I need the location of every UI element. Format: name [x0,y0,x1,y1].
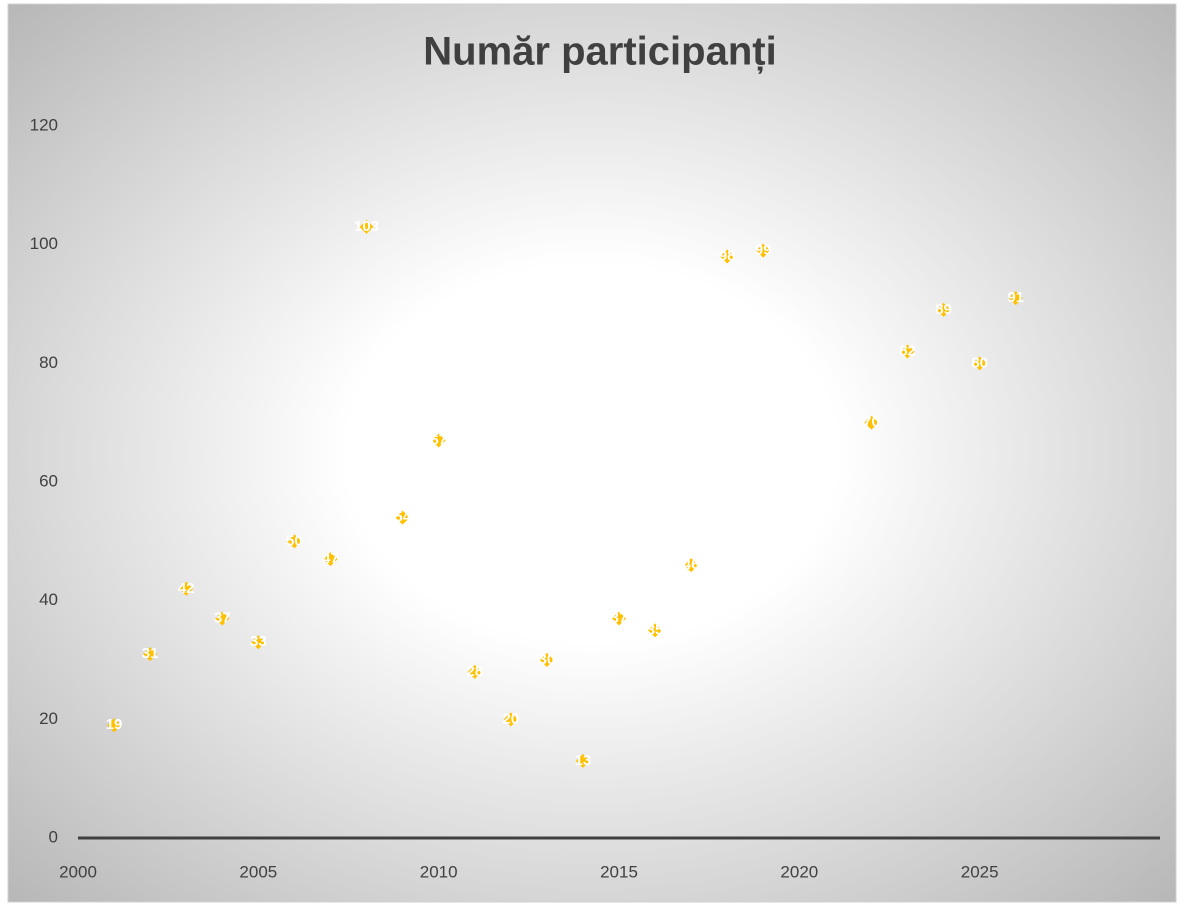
marker [359,219,374,234]
data-label: 19 [106,716,123,733]
data-label: 70 [863,414,880,431]
x-tick-label: 2010 [420,862,458,881]
data-label: 30 [539,651,556,668]
marker [143,647,158,662]
marker [972,356,987,371]
data-label: 46 [683,556,700,573]
y-tick-label: 60 [39,471,58,490]
data-label: 35 [647,621,664,638]
y-tick-label: 20 [39,709,58,728]
marker [179,581,194,596]
y-tick-label: 80 [39,353,58,372]
data-label: 54 [394,509,411,526]
marker [431,433,446,448]
marker [612,611,626,626]
data-label: 98 [719,248,736,265]
x-tick-label: 2020 [780,862,818,881]
marker [720,249,735,264]
data-label: 42 [178,580,195,597]
x-tick-label: 2000 [59,862,97,881]
chart-title: Număr participanți [423,30,776,74]
data-label: 103 [354,218,379,235]
x-tick-label: 2015 [600,862,638,881]
marker [107,718,122,733]
data-label: 99 [755,242,772,259]
data-label: 37 [214,609,231,626]
marker [684,558,699,573]
marker [575,753,590,768]
data-label: 33 [250,633,267,650]
marker [864,415,879,430]
marker [395,510,410,525]
data-label: 37 [611,609,628,626]
marker [323,552,338,567]
marker [1008,291,1023,306]
x-tick-label: 2025 [961,862,999,881]
chart-area [7,3,1177,903]
marker [756,243,771,258]
marker [287,534,302,549]
x-tick-label: 2005 [239,862,277,881]
marker [251,635,266,650]
data-label: 13 [575,752,592,769]
data-label: 20 [502,710,519,727]
y-tick-label: 120 [30,115,58,134]
data-label: 82 [899,342,916,359]
marker [900,344,915,359]
y-tick-label: 0 [49,827,58,846]
data-label: 28 [466,663,483,680]
y-tick-label: 40 [39,590,58,609]
data-label: 50 [286,532,303,549]
marker [539,653,554,667]
y-tick-label: 100 [30,234,58,253]
marker [467,664,482,679]
marker [936,302,951,317]
marker [648,623,663,638]
data-label: 80 [971,354,988,371]
data-label: 31 [142,645,159,662]
data-label: 89 [935,301,952,318]
marker [503,712,518,727]
data-label: 91 [1007,289,1024,306]
data-label: 47 [322,550,339,567]
data-label: 67 [430,431,447,448]
marker [215,611,230,626]
